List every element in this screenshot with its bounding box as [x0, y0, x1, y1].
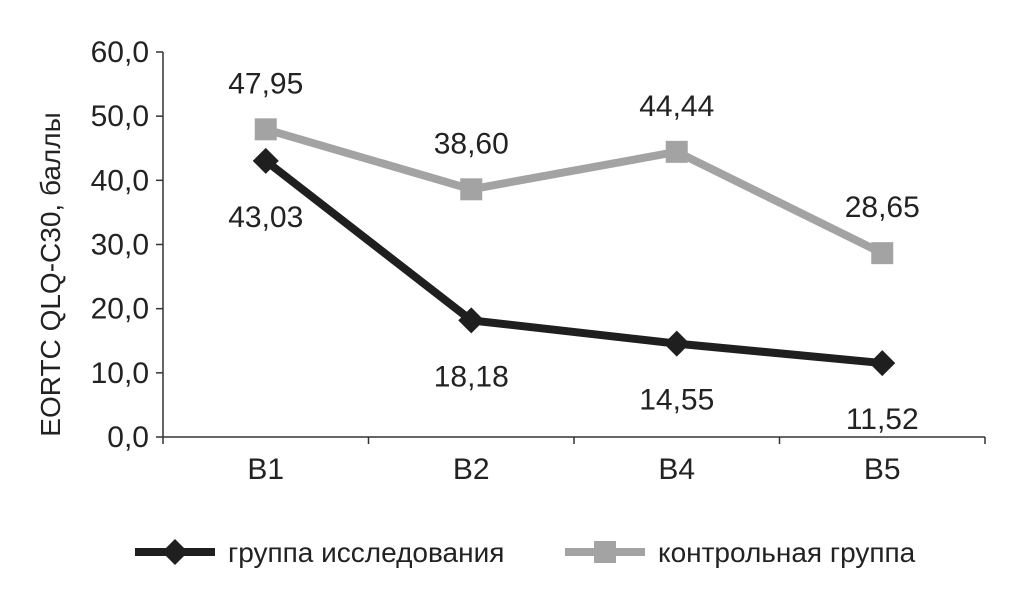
y-axis-title: EORTC QLQ-C30, баллы	[35, 112, 66, 436]
y-tick-label: 60,0	[91, 36, 149, 69]
data-label: 47,95	[228, 67, 303, 100]
y-tick-label: 30,0	[91, 229, 149, 262]
data-label: 38,60	[434, 127, 509, 160]
series-control-group	[254, 118, 894, 265]
series-line	[263, 157, 883, 368]
y-axis: 0,0 10,0 20,0 30,0 40,0 50,0 60,0	[91, 36, 164, 454]
y-tick-label: 0,0	[107, 421, 149, 454]
data-point	[663, 330, 690, 357]
legend-label: контрольная группа	[658, 537, 916, 568]
data-label: 28,65	[845, 191, 920, 224]
data-point	[252, 147, 279, 174]
x-tick-label: B4	[658, 453, 695, 486]
y-tick-label: 40,0	[91, 164, 149, 197]
data-label: 44,44	[639, 90, 714, 123]
legend: группа исследования контрольная группа	[135, 537, 916, 568]
series-line	[264, 125, 885, 257]
legend-marker	[594, 541, 616, 563]
y-tick-label: 10,0	[91, 357, 149, 390]
legend-label: группа исследования	[228, 537, 504, 568]
data-point	[665, 140, 688, 163]
x-tick-label: B2	[453, 453, 490, 486]
x-tick-label: B1	[247, 453, 284, 486]
data-point	[871, 242, 894, 265]
legend-item-study-group: группа исследования	[135, 537, 504, 568]
x-axis: B1 B2 B4 B5	[162, 436, 986, 486]
legend-marker	[162, 539, 188, 565]
data-label: 14,55	[639, 384, 714, 417]
data-label: 18,18	[434, 360, 509, 393]
data-point	[458, 307, 485, 334]
y-tick-label: 20,0	[91, 293, 149, 326]
data-point	[254, 118, 277, 141]
data-label: 43,03	[228, 201, 303, 234]
y-tick-label: 50,0	[91, 100, 149, 133]
series-layer: 43,03 18,18 14,55 11,52 47,95 38,60 44,44 28,65	[228, 67, 920, 436]
x-tick-label: B5	[864, 453, 901, 486]
series-study-group	[252, 147, 896, 377]
legend-item-control-group: контрольная группа	[565, 537, 916, 568]
data-point	[869, 350, 896, 377]
data-point	[460, 178, 483, 201]
data-label: 11,52	[846, 403, 919, 436]
